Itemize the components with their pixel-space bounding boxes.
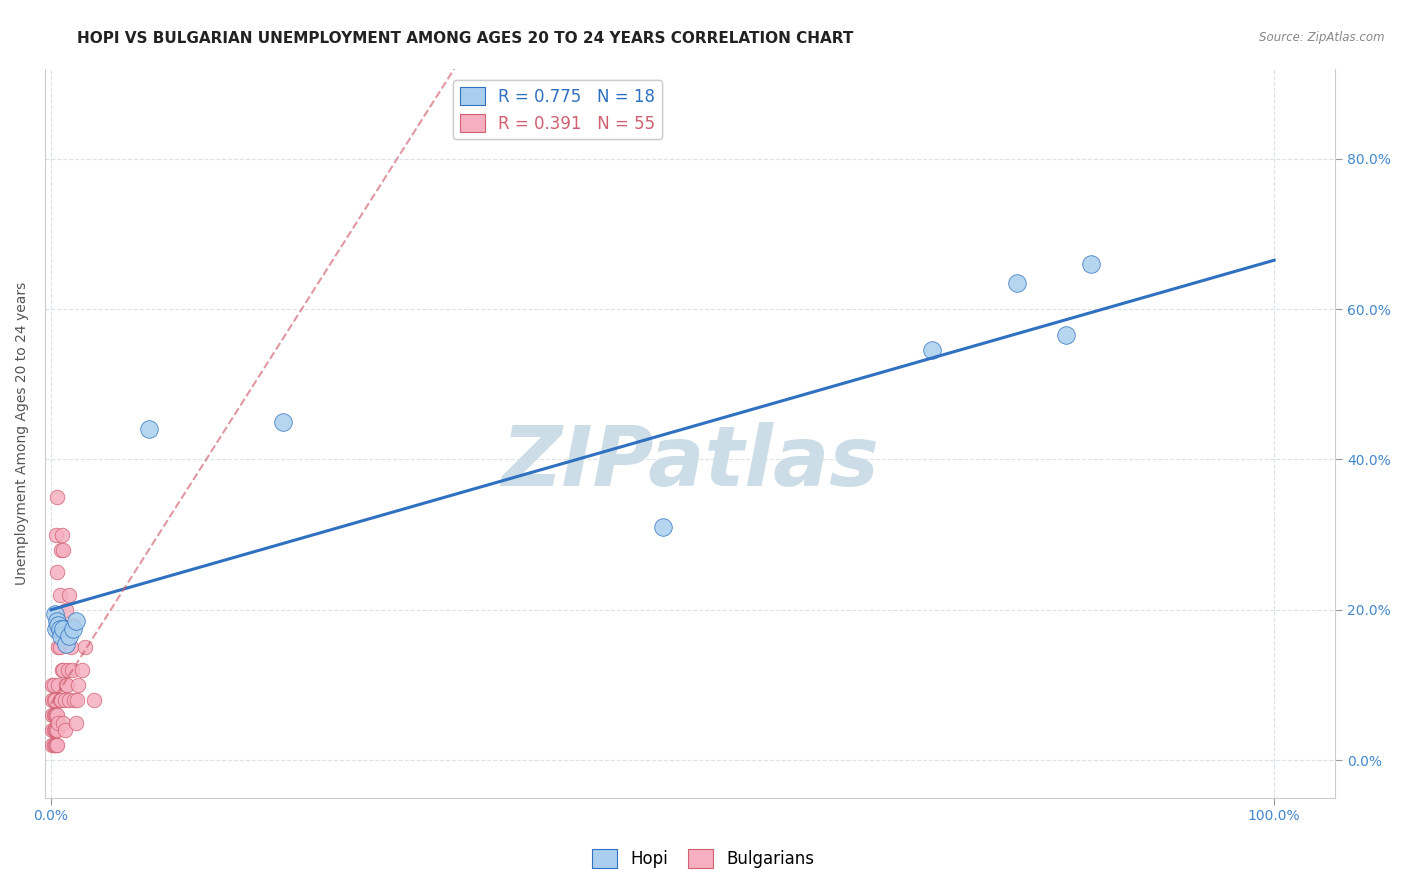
Point <box>42 723 65 737</box>
Point <box>45 723 67 737</box>
Point <box>75 640 97 655</box>
Point <box>273 415 295 429</box>
Legend: Hopi, Bulgarians: Hopi, Bulgarians <box>585 843 821 875</box>
Point <box>44 723 66 737</box>
Point <box>55 678 77 692</box>
Point <box>62 617 84 632</box>
Point <box>48 693 70 707</box>
Point <box>59 640 82 655</box>
Point <box>41 723 63 737</box>
Point <box>46 738 69 752</box>
Point <box>70 663 93 677</box>
Point <box>46 708 69 723</box>
Point <box>49 693 72 707</box>
Text: ZIPatlas: ZIPatlas <box>501 422 879 503</box>
Point <box>53 693 76 707</box>
Point <box>41 678 63 692</box>
Y-axis label: Unemployment Among Ages 20 to 24 years: Unemployment Among Ages 20 to 24 years <box>15 282 30 585</box>
Point <box>45 738 67 752</box>
Point <box>58 588 80 602</box>
Point <box>42 693 65 707</box>
Point <box>60 663 83 677</box>
Point <box>46 565 69 579</box>
Point <box>1054 328 1077 343</box>
Point <box>48 715 70 730</box>
Text: HOPI VS BULGARIAN UNEMPLOYMENT AMONG AGES 20 TO 24 YEARS CORRELATION CHART: HOPI VS BULGARIAN UNEMPLOYMENT AMONG AGE… <box>77 31 853 46</box>
Point <box>44 607 66 621</box>
Point <box>921 343 943 358</box>
Point <box>42 708 65 723</box>
Point <box>55 636 77 650</box>
Point <box>46 723 69 737</box>
Point <box>41 708 63 723</box>
Point <box>42 738 65 752</box>
Point <box>52 622 75 636</box>
Point <box>52 715 75 730</box>
Point <box>52 663 75 677</box>
Point <box>49 542 72 557</box>
Point <box>56 678 79 692</box>
Point <box>65 614 87 628</box>
Point <box>651 520 673 534</box>
Point <box>66 678 89 692</box>
Point <box>62 622 84 636</box>
Point <box>49 629 72 643</box>
Point <box>46 490 69 504</box>
Point <box>45 708 67 723</box>
Point <box>49 617 72 632</box>
Point <box>45 622 67 636</box>
Point <box>48 617 70 632</box>
Point <box>41 693 63 707</box>
Legend: R = 0.775   N = 18, R = 0.391   N = 55: R = 0.775 N = 18, R = 0.391 N = 55 <box>453 80 662 139</box>
Point <box>42 678 65 692</box>
Point <box>58 693 80 707</box>
Point <box>58 629 80 643</box>
Point <box>44 738 66 752</box>
Point <box>41 738 63 752</box>
Point <box>58 663 80 677</box>
Point <box>48 640 70 655</box>
Point <box>51 663 73 677</box>
Text: Source: ZipAtlas.com: Source: ZipAtlas.com <box>1260 31 1385 45</box>
Point <box>45 527 67 541</box>
Point <box>48 588 70 602</box>
Point <box>55 603 77 617</box>
Point <box>48 640 70 655</box>
Point <box>53 723 76 737</box>
Point <box>1007 276 1029 290</box>
Point <box>63 693 86 707</box>
Point <box>65 715 87 730</box>
Point <box>138 422 160 436</box>
Point <box>48 678 70 692</box>
Point <box>44 708 66 723</box>
Point <box>44 693 66 707</box>
Point <box>51 527 73 541</box>
Point <box>52 542 75 557</box>
Point <box>83 693 105 707</box>
Point <box>46 614 69 628</box>
Point <box>66 693 89 707</box>
Point <box>48 622 70 636</box>
Point <box>1080 257 1102 271</box>
